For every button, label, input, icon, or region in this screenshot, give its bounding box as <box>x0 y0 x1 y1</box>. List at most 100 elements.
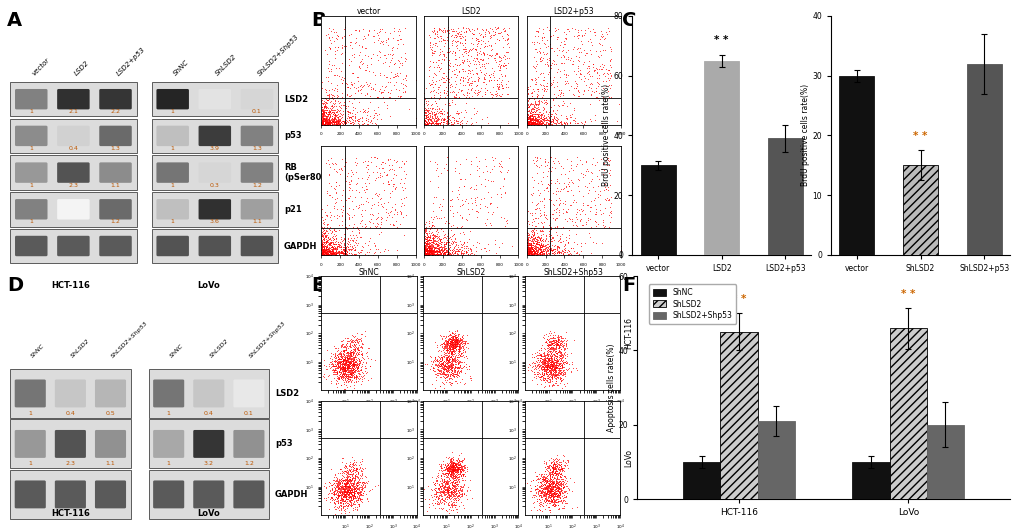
Point <box>540 195 556 203</box>
Point <box>332 493 348 502</box>
Point <box>340 355 357 363</box>
Point <box>418 246 434 254</box>
Point <box>330 481 346 489</box>
Point <box>322 120 338 129</box>
Point <box>428 233 444 242</box>
Point <box>537 345 553 353</box>
Point <box>529 113 545 121</box>
Point <box>441 337 458 345</box>
Point <box>551 354 568 363</box>
Point <box>460 50 476 59</box>
Point <box>347 349 364 357</box>
Point <box>361 25 377 34</box>
Point <box>519 116 535 125</box>
Point <box>541 493 557 501</box>
Point <box>340 363 357 372</box>
Y-axis label: Apoptosis cells rate(%): Apoptosis cells rate(%) <box>606 344 615 432</box>
Point <box>335 476 352 485</box>
Point <box>445 463 462 472</box>
Point <box>342 361 359 369</box>
Point <box>543 355 559 363</box>
Point <box>322 481 338 490</box>
Point <box>329 344 345 352</box>
Point <box>334 250 351 259</box>
Point <box>545 457 561 466</box>
Point <box>538 484 554 493</box>
Bar <box>152 192 278 227</box>
Point <box>333 370 350 378</box>
Point <box>325 116 341 125</box>
Point <box>540 68 556 76</box>
Point <box>534 359 550 368</box>
Point <box>332 499 348 507</box>
Point <box>535 114 551 123</box>
Point <box>441 370 458 378</box>
Point <box>429 250 445 258</box>
Point <box>422 236 438 244</box>
Point <box>322 364 338 373</box>
Point <box>390 85 407 94</box>
Point <box>493 239 510 247</box>
Point <box>537 363 553 372</box>
Point <box>520 96 536 105</box>
Point <box>453 465 470 473</box>
Point <box>341 479 358 487</box>
Point <box>524 104 540 112</box>
Point <box>334 362 351 371</box>
Point <box>570 56 586 64</box>
Point <box>457 463 473 472</box>
Point <box>548 481 565 489</box>
Point <box>548 473 565 482</box>
Point <box>336 356 353 364</box>
Point <box>492 192 508 201</box>
Point <box>415 366 431 374</box>
Point <box>342 369 359 378</box>
Point <box>542 360 558 369</box>
Point <box>525 115 541 123</box>
Point <box>432 48 448 56</box>
Point <box>551 358 568 367</box>
Point <box>543 498 559 506</box>
Point <box>424 114 440 122</box>
Point <box>350 374 366 382</box>
Point <box>522 116 538 124</box>
Point <box>433 359 449 367</box>
Point <box>443 493 460 502</box>
Point <box>350 174 366 183</box>
Point <box>445 341 462 350</box>
Point <box>338 116 355 125</box>
Point <box>316 246 332 254</box>
Point <box>438 359 454 367</box>
Point <box>363 116 379 125</box>
Point <box>574 160 590 168</box>
Point <box>450 457 467 465</box>
Point <box>335 367 352 375</box>
Point <box>339 357 356 366</box>
Point <box>539 367 555 376</box>
Point <box>425 115 441 124</box>
Point <box>538 498 554 507</box>
Point <box>469 88 485 97</box>
Point <box>316 356 332 364</box>
Point <box>327 47 343 55</box>
Point <box>555 467 572 476</box>
Point <box>317 249 333 257</box>
Point <box>554 476 571 485</box>
Point <box>534 479 550 488</box>
Point <box>438 27 454 36</box>
Point <box>528 92 544 100</box>
Point <box>444 506 461 514</box>
Point <box>472 84 488 92</box>
Point <box>499 30 516 39</box>
Point <box>421 247 437 255</box>
Point <box>319 364 335 373</box>
Point <box>346 245 363 253</box>
Point <box>542 474 558 483</box>
Point <box>449 492 466 500</box>
Point <box>316 115 332 124</box>
Point <box>418 247 434 255</box>
Point <box>481 168 497 176</box>
Point <box>320 241 336 249</box>
Point <box>519 113 535 121</box>
Point <box>430 367 446 376</box>
